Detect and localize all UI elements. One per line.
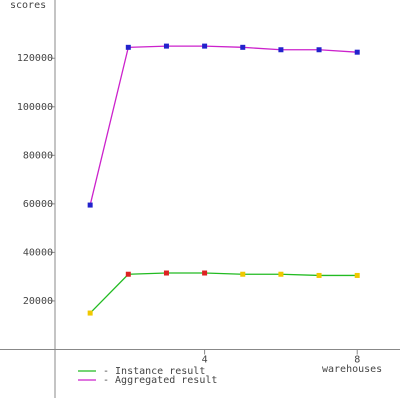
data-point <box>354 49 360 55</box>
x-axis-label: warehouses <box>322 364 382 375</box>
y-tick-label: 40000 <box>23 247 53 258</box>
data-point <box>202 43 208 49</box>
data-point <box>125 44 131 50</box>
data-point <box>316 47 322 53</box>
legend-label: - Aggregated result <box>103 375 217 386</box>
y-tick-label: 120000 <box>17 53 53 64</box>
data-point <box>163 270 169 276</box>
data-point <box>240 44 246 50</box>
series-line <box>89 45 358 206</box>
data-point <box>354 272 360 278</box>
data-point <box>278 47 284 53</box>
data-point <box>87 202 93 208</box>
y-axis-label: scores <box>10 0 46 11</box>
series-line <box>89 272 358 314</box>
data-point <box>125 271 131 277</box>
data-point <box>278 271 284 277</box>
y-tick-label: 80000 <box>23 150 53 161</box>
data-point <box>202 270 208 276</box>
y-tick-label: 100000 <box>17 102 53 113</box>
data-point <box>163 43 169 49</box>
y-tick-label: 60000 <box>23 199 53 210</box>
data-point <box>87 310 93 316</box>
x-tick-label: 8 <box>354 354 360 365</box>
data-point <box>316 272 322 278</box>
legend-label: - Instance result <box>103 366 205 377</box>
x-tick-label: 4 <box>202 354 208 365</box>
y-tick-label: 20000 <box>23 296 53 307</box>
data-point <box>240 271 246 277</box>
